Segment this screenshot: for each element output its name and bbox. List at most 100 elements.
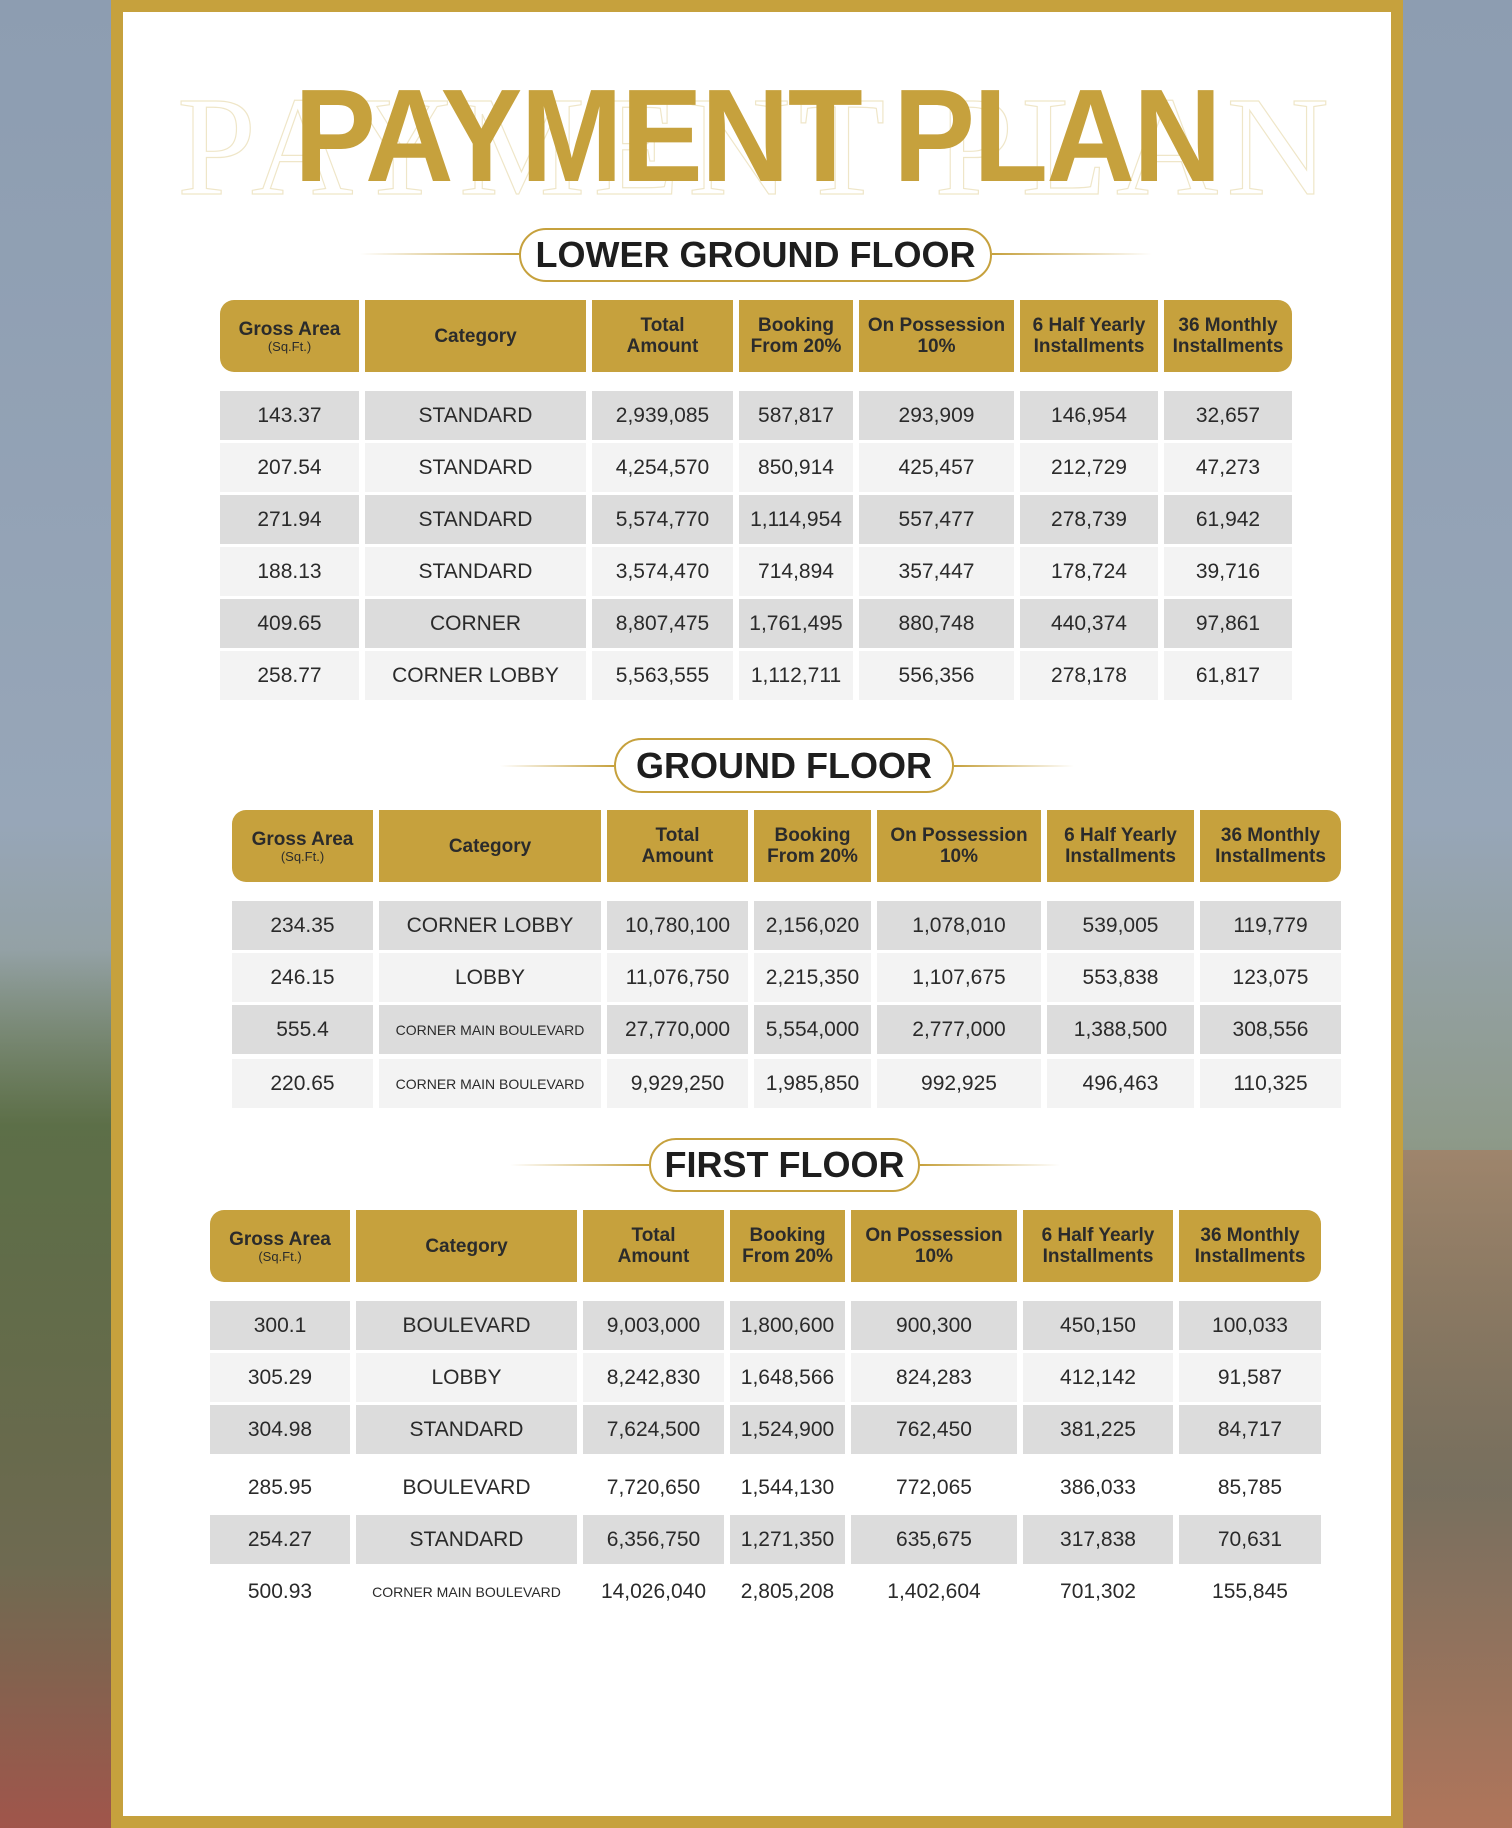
cell-monthly: 155,845 — [1179, 1567, 1321, 1616]
cell-half-yearly: 412,142 — [1023, 1353, 1173, 1402]
cell-half-yearly: 440,374 — [1020, 599, 1158, 648]
cell-total-amount: 27,770,000 — [607, 1005, 748, 1054]
cell-booking: 1,271,350 — [730, 1515, 845, 1564]
cell-gross-area: 300.1 — [210, 1301, 350, 1350]
cell-on-possession: 293,909 — [859, 391, 1014, 440]
section-title: FIRST FLOOR — [649, 1138, 920, 1192]
cell-booking: 1,800,600 — [730, 1301, 845, 1350]
table-row: 285.95 BOULEVARD 7,720,650 1,544,130 772,065… — [210, 1463, 1321, 1512]
cell-total-amount: 5,563,555 — [592, 651, 733, 700]
cell-booking: 2,215,350 — [754, 953, 871, 1002]
table-row: 258.77 CORNER LOBBY 5,563,555 1,112,711 556,… — [220, 651, 1292, 700]
cell-gross-area: 409.65 — [220, 599, 359, 648]
cell-on-possession: 762,450 — [851, 1405, 1017, 1454]
cell-on-possession: 556,356 — [859, 651, 1014, 700]
cell-half-yearly: 553,838 — [1047, 953, 1194, 1002]
header-half-yearly: 6 Half Yearly Installments — [1023, 1210, 1173, 1282]
cell-total-amount: 2,939,085 — [592, 391, 733, 440]
table-row: 271.94 STANDARD 5,574,770 1,114,954 557,477 2… — [220, 495, 1292, 544]
cell-gross-area: 271.94 — [220, 495, 359, 544]
cell-total-amount: 5,574,770 — [592, 495, 733, 544]
table-row: 143.37 STANDARD 2,939,085 587,817 293,909 146… — [220, 391, 1292, 440]
table-header: Gross Area (Sq.Ft.) Category Total Amount … — [220, 300, 1292, 372]
cell-gross-area: 285.95 — [210, 1463, 350, 1512]
cell-on-possession: 1,402,604 — [851, 1567, 1017, 1616]
cell-gross-area: 188.13 — [220, 547, 359, 596]
cell-booking: 1,544,130 — [730, 1463, 845, 1512]
cell-gross-area: 500.93 — [210, 1567, 350, 1616]
header-booking: Booking From 20% — [730, 1210, 845, 1282]
table-header: Gross Area (Sq.Ft.) Category Total Amount … — [232, 810, 1341, 882]
cell-on-possession: 1,107,675 — [877, 953, 1041, 1002]
cell-on-possession: 772,065 — [851, 1463, 1017, 1512]
cell-booking: 1,761,495 — [739, 599, 853, 648]
cell-total-amount: 9,003,000 — [583, 1301, 724, 1350]
table-row: 304.98 STANDARD 7,624,500 1,524,900 762,450 3… — [210, 1405, 1321, 1454]
cell-category: STANDARD — [365, 391, 586, 440]
cell-category: LOBBY — [379, 953, 601, 1002]
cell-monthly: 32,657 — [1164, 391, 1292, 440]
table-row: 234.35 CORNER LOBBY 10,780,100 2,156,020 1,0… — [232, 901, 1341, 950]
cell-total-amount: 10,780,100 — [607, 901, 748, 950]
cell-monthly: 100,033 — [1179, 1301, 1321, 1350]
header-booking: Booking From 20% — [739, 300, 853, 372]
cell-half-yearly: 381,225 — [1023, 1405, 1173, 1454]
cell-gross-area: 143.37 — [220, 391, 359, 440]
cell-gross-area: 220.65 — [232, 1059, 373, 1108]
cell-half-yearly: 317,838 — [1023, 1515, 1173, 1564]
table-row: 207.54 STANDARD 4,254,570 850,914 425,457 212… — [220, 443, 1292, 492]
cell-on-possession: 824,283 — [851, 1353, 1017, 1402]
table-row: 188.13 STANDARD 3,574,470 714,894 357,447 178… — [220, 547, 1292, 596]
cell-monthly: 39,716 — [1164, 547, 1292, 596]
first-floor-table: Gross Area (Sq.Ft.) Category Total Amount … — [210, 1210, 1321, 1619]
cell-booking: 2,156,020 — [754, 901, 871, 950]
cell-total-amount: 7,720,650 — [583, 1463, 724, 1512]
cell-monthly: 91,587 — [1179, 1353, 1321, 1402]
cell-gross-area: 234.35 — [232, 901, 373, 950]
header-monthly: 36 Monthly Installments — [1200, 810, 1341, 882]
cell-category: BOULEVARD — [356, 1301, 577, 1350]
cell-total-amount: 9,929,250 — [607, 1059, 748, 1108]
cell-total-amount: 14,026,040 — [583, 1567, 724, 1616]
cell-category: STANDARD — [356, 1405, 577, 1454]
cell-total-amount: 3,574,470 — [592, 547, 733, 596]
cell-monthly: 70,631 — [1179, 1515, 1321, 1564]
table-row: 220.65 CORNER MAIN BOULEVARD 9,929,250 1,98… — [232, 1059, 1341, 1108]
cell-monthly: 119,779 — [1200, 901, 1341, 950]
cell-total-amount: 8,242,830 — [583, 1353, 724, 1402]
cell-booking: 587,817 — [739, 391, 853, 440]
cell-half-yearly: 178,724 — [1020, 547, 1158, 596]
header-total-amount: Total Amount — [607, 810, 748, 882]
cell-half-yearly: 386,033 — [1023, 1463, 1173, 1512]
background-trees — [0, 950, 111, 1828]
cell-category: STANDARD — [365, 495, 586, 544]
cell-booking: 714,894 — [739, 547, 853, 596]
cell-booking: 2,805,208 — [730, 1567, 845, 1616]
cell-category: CORNER — [365, 599, 586, 648]
cell-category: LOBBY — [356, 1353, 577, 1402]
table-row: 246.15 LOBBY 11,076,750 2,215,350 1,107,675 5… — [232, 953, 1341, 1002]
cell-half-yearly: 701,302 — [1023, 1567, 1173, 1616]
cell-on-possession: 2,777,000 — [877, 1005, 1041, 1054]
cell-monthly: 308,556 — [1200, 1005, 1341, 1054]
header-monthly: 36 Monthly Installments — [1164, 300, 1292, 372]
header-monthly: 36 Monthly Installments — [1179, 1210, 1321, 1282]
header-gross-area: Gross Area (Sq.Ft.) — [232, 810, 373, 882]
cell-category: STANDARD — [356, 1515, 577, 1564]
cell-gross-area: 254.27 — [210, 1515, 350, 1564]
cell-half-yearly: 278,178 — [1020, 651, 1158, 700]
table-row: 555.4 CORNER MAIN BOULEVARD 27,770,000 5,55… — [232, 1005, 1341, 1054]
header-on-possession: On Possession 10% — [851, 1210, 1017, 1282]
table-row: 300.1 BOULEVARD 9,003,000 1,800,600 900,300 4… — [210, 1301, 1321, 1350]
header-half-yearly: 6 Half Yearly Installments — [1047, 810, 1194, 882]
header-on-possession: On Possession 10% — [877, 810, 1041, 882]
cell-half-yearly: 450,150 — [1023, 1301, 1173, 1350]
header-gross-area: Gross Area (Sq.Ft.) — [220, 300, 359, 372]
cell-monthly: 84,717 — [1179, 1405, 1321, 1454]
cell-category: STANDARD — [365, 547, 586, 596]
cell-on-possession: 557,477 — [859, 495, 1014, 544]
section-title: GROUND FLOOR — [614, 738, 954, 793]
cell-monthly: 47,273 — [1164, 443, 1292, 492]
cell-total-amount: 8,807,475 — [592, 599, 733, 648]
cell-on-possession: 900,300 — [851, 1301, 1017, 1350]
